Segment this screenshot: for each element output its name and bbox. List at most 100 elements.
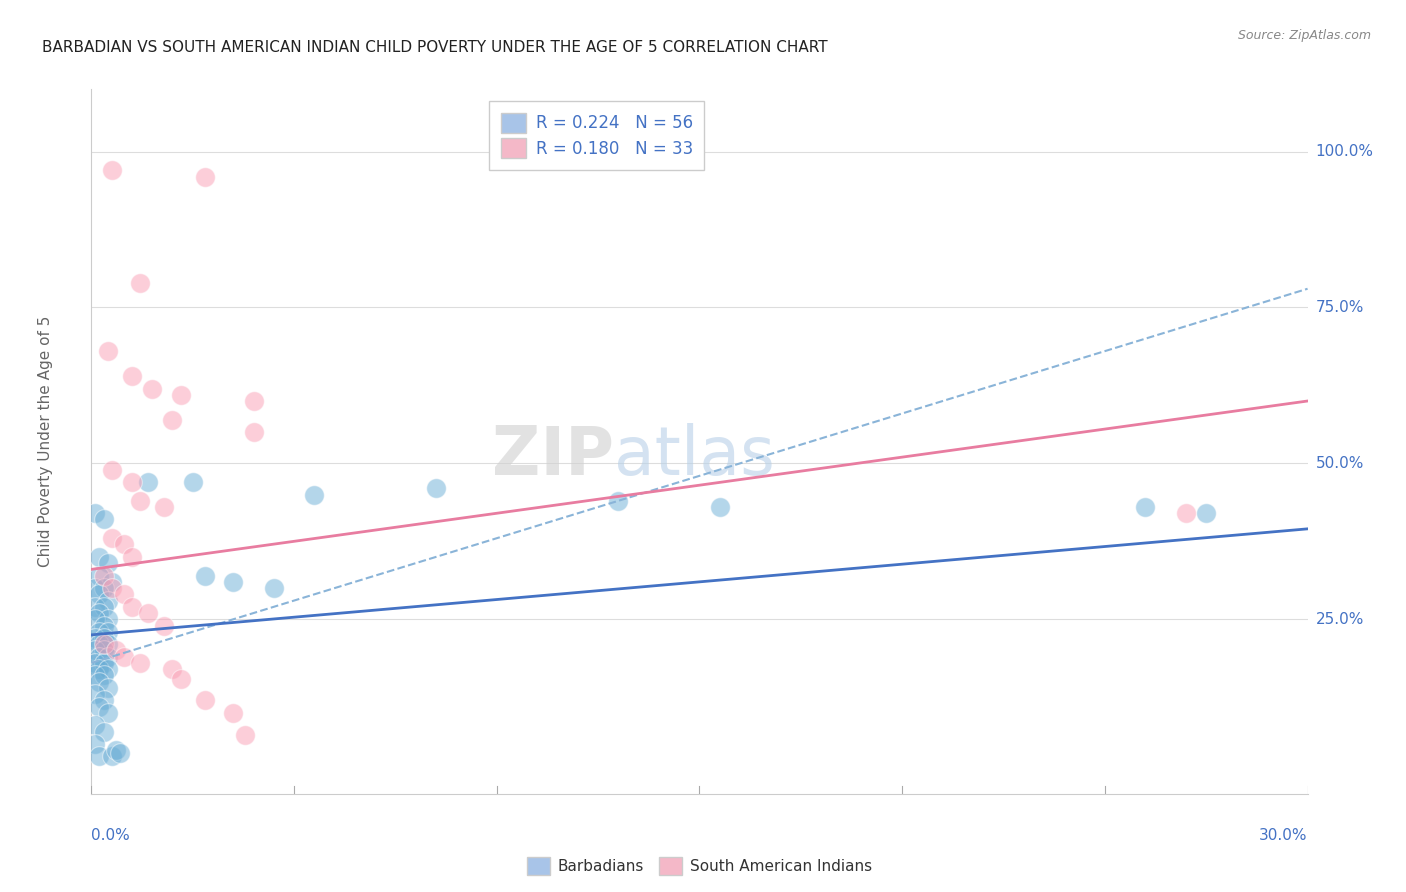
Point [112,649,135,664]
Point [121,475,143,489]
Point [100,531,122,545]
Text: 50.0%: 50.0% [1316,456,1364,471]
Point [242,425,264,440]
Point [100,574,122,589]
Point [89,649,111,664]
Point [84,718,107,732]
Point [100,581,122,595]
Legend: Barbadians, South American Indians: Barbadians, South American Indians [522,850,877,881]
Text: Child Poverty Under the Age of 5: Child Poverty Under the Age of 5 [38,316,52,567]
Point [93,656,115,670]
Point [89,568,111,582]
Point [93,724,115,739]
Point [129,276,152,290]
Point [93,631,115,645]
Text: 30.0%: 30.0% [1260,828,1308,843]
Point [93,618,115,632]
Point [1135,500,1157,514]
Point [129,656,152,670]
Point [304,487,326,501]
Point [194,568,217,582]
Point [100,749,122,764]
Text: ZIP: ZIP [492,423,614,489]
Point [169,388,191,402]
Point [84,737,107,751]
Point [89,549,111,564]
Point [84,631,107,645]
Point [84,599,107,614]
Point [153,500,176,514]
Point [194,693,217,707]
Point [162,413,184,427]
Point [97,612,120,626]
Point [93,668,115,682]
Text: Source: ZipAtlas.com: Source: ZipAtlas.com [1237,29,1371,42]
Point [93,568,115,582]
Point [136,606,159,620]
Point [97,556,120,570]
Point [97,624,120,639]
Point [84,612,107,626]
Point [97,344,120,359]
Point [607,493,630,508]
Point [709,500,731,514]
Point [181,475,204,489]
Point [97,706,120,720]
Point [153,618,176,632]
Point [222,706,245,720]
Point [425,481,447,495]
Point [89,662,111,676]
Point [129,493,152,508]
Point [84,687,107,701]
Point [100,462,122,476]
Point [104,643,127,657]
Point [89,587,111,601]
Point [121,599,143,614]
Point [108,747,131,761]
Point [93,512,115,526]
Point [263,581,285,595]
Point [1175,506,1198,520]
Point [84,506,107,520]
Point [169,672,191,686]
Text: 25.0%: 25.0% [1316,612,1364,627]
Point [141,382,163,396]
Point [89,674,111,689]
Point [242,394,264,409]
Point [112,587,135,601]
Point [93,637,115,651]
Point [112,537,135,551]
Point [84,668,107,682]
Point [93,693,115,707]
Point [97,593,120,607]
Point [194,169,217,184]
Point [100,163,122,178]
Point [84,581,107,595]
Point [121,369,143,384]
Point [97,649,120,664]
Text: BARBADIAN VS SOUTH AMERICAN INDIAN CHILD POVERTY UNDER THE AGE OF 5 CORRELATION : BARBADIAN VS SOUTH AMERICAN INDIAN CHILD… [42,40,828,55]
Text: 0.0%: 0.0% [91,828,131,843]
Point [97,637,120,651]
Point [84,656,107,670]
Point [162,662,184,676]
Point [1195,506,1218,520]
Point [121,549,143,564]
Point [222,574,245,589]
Point [89,749,111,764]
Text: 100.0%: 100.0% [1316,145,1374,159]
Point [89,624,111,639]
Point [235,728,257,742]
Text: atlas: atlas [614,423,775,489]
Text: 75.0%: 75.0% [1316,300,1364,315]
Point [97,662,120,676]
Point [104,743,127,757]
Point [84,643,107,657]
Point [93,581,115,595]
Point [136,475,159,489]
Point [89,606,111,620]
Point [93,643,115,657]
Point [89,637,111,651]
Point [97,681,120,695]
Point [89,699,111,714]
